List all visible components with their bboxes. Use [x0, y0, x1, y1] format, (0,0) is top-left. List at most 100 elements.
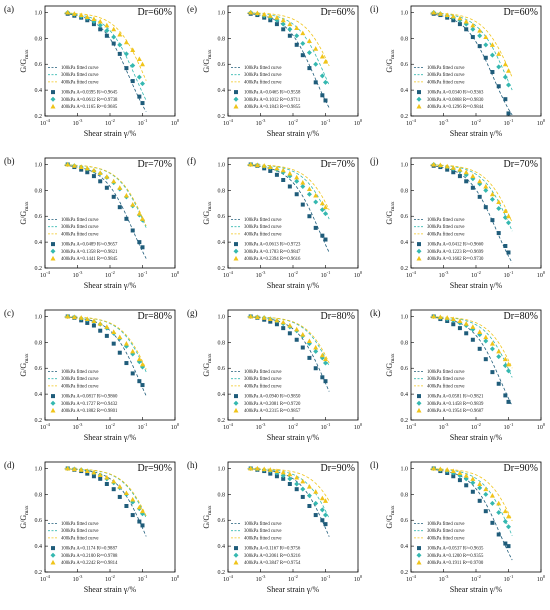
data-point-400kPa	[130, 201, 136, 207]
y-tick-label: 0.4	[35, 240, 43, 246]
fitted-curve-300kPa	[64, 12, 147, 101]
data-point-400kPa	[97, 472, 103, 477]
data-point-300kPa	[323, 360, 328, 366]
x-tick-label: 10-1	[321, 118, 331, 127]
data-point-100kPa	[320, 233, 325, 238]
data-point-300kPa	[319, 73, 325, 79]
data-point-100kPa	[477, 498, 482, 503]
fitted-curve-300kPa	[247, 164, 330, 220]
data-point-100kPa	[483, 509, 488, 514]
data-point-400kPa	[496, 199, 502, 204]
data-point-100kPa	[445, 167, 450, 172]
x-tick-label: 10-3	[439, 270, 449, 279]
x-tick-label: 10-4	[406, 574, 416, 583]
data-point-400kPa	[319, 53, 325, 59]
fitted-curve-100kPa	[247, 164, 330, 253]
x-axis-label: Shear strain γ/%	[84, 129, 137, 138]
x-tick-label: 10-2	[471, 270, 481, 279]
data-point-100kPa	[124, 504, 129, 508]
x-axis-label: Shear strain γ/%	[84, 433, 137, 442]
y-tick-label: 0.2	[218, 266, 226, 272]
data-point-300kPa	[313, 61, 319, 67]
x-tick-label: 100	[171, 270, 180, 279]
panel-label: (g)	[187, 308, 198, 318]
fitted-curve-100kPa	[64, 13, 147, 112]
data-point-100kPa	[137, 519, 142, 524]
legend-marker-sample	[50, 400, 56, 406]
data-point-100kPa	[483, 357, 488, 362]
legend-entry: 300kPa A=0.2100 R²=0.9788	[61, 553, 118, 559]
data-point-400kPa	[506, 361, 511, 367]
x-tick-label: 100	[537, 118, 546, 127]
data-point-100kPa	[323, 98, 328, 103]
data-point-100kPa	[323, 379, 328, 384]
data-point-100kPa	[496, 84, 501, 89]
y-tick-label: 0.8	[218, 36, 226, 42]
x-tick-label: 10-3	[256, 574, 266, 583]
data-point-400kPa	[261, 163, 267, 168]
data-point-300kPa	[306, 191, 312, 197]
data-point-400kPa	[437, 162, 443, 168]
data-point-100kPa	[307, 66, 312, 71]
data-point-100kPa	[496, 381, 501, 386]
legend-entry: 100kPa fitted curve	[61, 66, 99, 71]
x-axis-label: Shear strain γ/%	[84, 281, 137, 290]
x-tick-label: 10-1	[138, 422, 148, 431]
data-point-100kPa	[268, 471, 273, 476]
data-point-400kPa	[300, 30, 306, 36]
legend-entry: 400kPa fitted curve	[427, 80, 465, 85]
data-point-100kPa	[451, 18, 456, 23]
y-tick-label: 0.2	[401, 114, 409, 120]
legend-entry: 300kPa A=0.1458 R²=0.9839	[427, 401, 484, 407]
data-point-400kPa	[254, 162, 260, 168]
data-point-400kPa	[477, 481, 483, 486]
legend-entry: 400kPa A=0.1441 R²=0.9845	[61, 256, 118, 262]
legend-marker-sample	[233, 103, 239, 109]
x-tick-label: 10-1	[504, 422, 514, 431]
y-tick-label: 1.0	[218, 314, 226, 320]
fitted-curve-300kPa	[430, 12, 513, 91]
legend-entry: 100kPa fitted curve	[244, 218, 282, 223]
legend-entry: 400kPa A=0.1911 R²=0.9700	[427, 560, 484, 566]
data-point-400kPa	[477, 178, 483, 184]
y-tick-label: 0.8	[35, 36, 43, 42]
data-point-100kPa	[470, 337, 475, 342]
data-point-400kPa	[496, 348, 502, 354]
legend-entry: 300kPa A=0.2061 R²=0.9216	[244, 553, 301, 559]
y-axis-label: G/Gmax	[385, 505, 396, 529]
y-axis-label: G/Gmax	[385, 49, 396, 73]
legend-entry: 300kPa fitted curve	[427, 377, 465, 382]
data-point-100kPa	[124, 361, 129, 366]
data-point-400kPa	[71, 163, 77, 168]
data-point-400kPa	[117, 31, 123, 37]
data-point-400kPa	[91, 167, 97, 173]
data-point-400kPa	[506, 68, 511, 73]
x-tick-label: 100	[171, 118, 180, 127]
legend-marker-sample	[233, 559, 239, 565]
legend-entry: 300kPa fitted curve	[61, 73, 99, 78]
legend-entry: 300kPa A=0.1223 R²=0.9699	[427, 249, 484, 255]
data-point-400kPa	[437, 466, 443, 472]
fitted-curve-300kPa	[64, 316, 147, 373]
legend-entry: 100kPa A=0.0340 R²=0.9363	[427, 90, 484, 96]
dr-label: Dr=80%	[503, 311, 538, 322]
legend-entry: 400kPa A=0.2315 R²=0.9857	[244, 408, 301, 414]
legend-entry: 300kPa fitted curve	[427, 225, 465, 230]
legend-marker-sample	[233, 248, 239, 254]
x-tick-label: 10-1	[138, 574, 148, 583]
data-point-300kPa	[300, 183, 306, 189]
data-point-400kPa	[306, 483, 312, 489]
x-tick-label: 10-3	[439, 118, 449, 127]
data-point-100kPa	[137, 379, 142, 384]
data-point-400kPa	[444, 315, 450, 320]
data-point-100kPa	[91, 474, 96, 479]
legend-entry: 400kPa A=0.1165 R²=0.9685	[61, 104, 118, 110]
data-point-400kPa	[319, 495, 325, 501]
data-point-100kPa	[483, 205, 488, 210]
legend-entry: 300kPa fitted curve	[61, 529, 99, 534]
data-point-300kPa	[287, 26, 293, 32]
data-point-100kPa	[477, 346, 482, 351]
data-point-300kPa	[313, 199, 319, 205]
x-tick-label: 10-3	[73, 270, 83, 279]
data-point-100kPa	[85, 170, 90, 175]
